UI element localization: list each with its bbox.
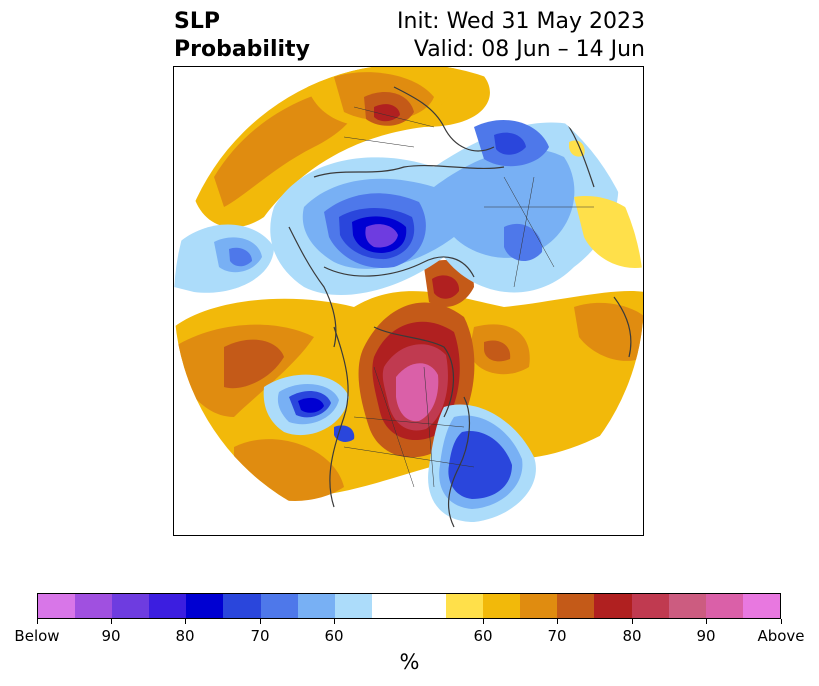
title-variable: SLP bbox=[174, 9, 220, 34]
colorbar-segment bbox=[742, 594, 780, 618]
colorbar-tick-mark bbox=[557, 619, 558, 624]
colorbar-segment bbox=[260, 594, 298, 618]
colorbar-segment bbox=[371, 594, 409, 618]
probability-colorbar bbox=[37, 593, 781, 619]
map-title: SLP Probability bbox=[174, 8, 310, 64]
colorbar-segment bbox=[483, 594, 521, 618]
colorbar-tick-mark bbox=[37, 619, 38, 624]
colorbar-tick-label: Below bbox=[14, 627, 60, 645]
colorbar-segment bbox=[38, 594, 76, 618]
polar-stereographic-map bbox=[174, 67, 643, 534]
colorbar-tick-mark bbox=[706, 619, 707, 624]
colorbar-tick-label: 70 bbox=[250, 627, 270, 645]
colorbar-segment bbox=[557, 594, 595, 618]
map-dates: Init: Wed 31 May 2023 Valid: 08 Jun – 14… bbox=[397, 8, 645, 64]
probability-map bbox=[173, 66, 644, 536]
colorbar-tick-mark bbox=[334, 619, 335, 624]
colorbar-tick-label: 60 bbox=[473, 627, 493, 645]
colorbar-segment bbox=[705, 594, 743, 618]
colorbar-tick-mark bbox=[260, 619, 261, 624]
valid-range: Valid: 08 Jun – 14 Jun bbox=[413, 37, 645, 62]
colorbar-segment bbox=[594, 594, 632, 618]
colorbar-segment bbox=[408, 594, 447, 618]
colorbar-segment bbox=[149, 594, 187, 618]
colorbar-segment bbox=[112, 594, 150, 618]
colorbar-segment bbox=[334, 594, 372, 618]
colorbar-tick-label: 80 bbox=[622, 627, 642, 645]
colorbar-tick-mark bbox=[111, 619, 112, 624]
colorbar-segment bbox=[631, 594, 669, 618]
colorbar-segment bbox=[297, 594, 335, 618]
colorbar-tick-mark bbox=[185, 619, 186, 624]
colorbar-tick-mark bbox=[483, 619, 484, 624]
colorbar-tick-label: 90 bbox=[101, 627, 121, 645]
colorbar-tick-label: 90 bbox=[696, 627, 716, 645]
init-date: Init: Wed 31 May 2023 bbox=[397, 9, 645, 34]
colorbar-segment bbox=[668, 594, 706, 618]
colorbar-segment bbox=[223, 594, 261, 618]
colorbar-unit: % bbox=[399, 650, 420, 674]
colorbar-tick-label: 70 bbox=[547, 627, 567, 645]
title-product: Probability bbox=[174, 37, 310, 62]
colorbar-segment bbox=[186, 594, 224, 618]
colorbar-tick-label: 60 bbox=[324, 627, 344, 645]
colorbar-tick-mark bbox=[632, 619, 633, 624]
colorbar-tick-label: 80 bbox=[175, 627, 195, 645]
colorbar-tick-label: Above bbox=[757, 627, 805, 645]
colorbar-segment bbox=[75, 594, 113, 618]
colorbar-segment bbox=[446, 594, 484, 618]
colorbar-tick-mark bbox=[781, 619, 782, 624]
colorbar-segment bbox=[520, 594, 558, 618]
